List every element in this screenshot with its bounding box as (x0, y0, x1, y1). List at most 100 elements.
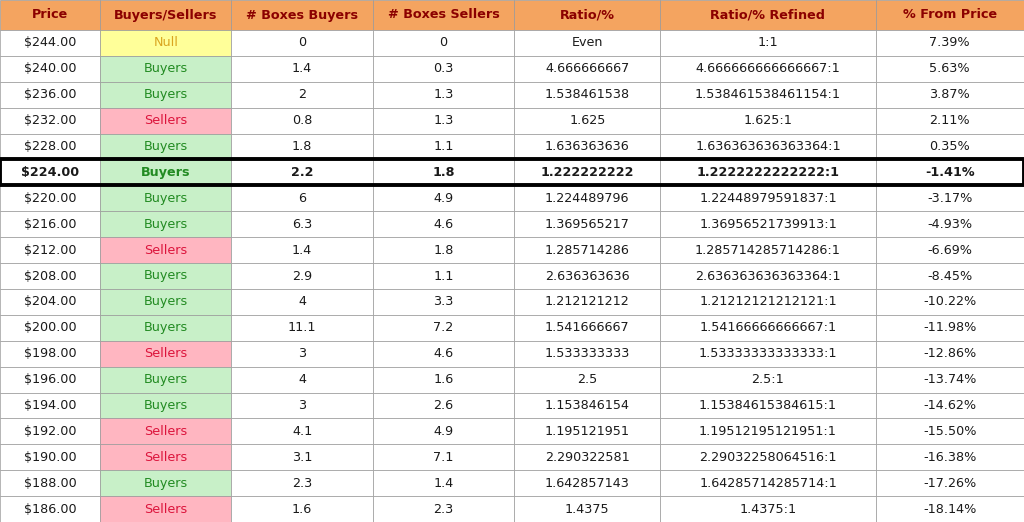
Bar (373, 393, 514, 419)
Bar (100, 315, 231, 341)
Bar (373, 211, 514, 237)
Bar (660, 419, 876, 444)
Text: 3.3: 3.3 (433, 295, 454, 309)
Bar (373, 496, 514, 522)
Text: 2.636363636363364:1: 2.636363636363364:1 (695, 269, 841, 282)
Bar (0, 393, 100, 419)
Bar (373, 419, 514, 444)
Text: $204.00: $204.00 (24, 295, 77, 309)
Text: 1.224489796: 1.224489796 (545, 192, 630, 205)
Text: 11.1: 11.1 (288, 321, 316, 334)
Text: Even: Even (571, 37, 603, 50)
Bar (876, 82, 1024, 108)
Bar (660, 185, 876, 211)
Text: 1.541666667: 1.541666667 (545, 321, 630, 334)
Bar (514, 444, 660, 470)
Text: -3.17%: -3.17% (927, 192, 973, 205)
Bar (514, 160, 660, 185)
Text: 4.666666667: 4.666666667 (545, 62, 630, 75)
Text: 3.87%: 3.87% (930, 88, 970, 101)
Text: Sellers: Sellers (144, 244, 187, 257)
Bar (0, 0, 100, 30)
Bar (660, 341, 876, 366)
Text: 1.19512195121951:1: 1.19512195121951:1 (699, 425, 837, 438)
Bar (231, 134, 373, 160)
Bar (876, 444, 1024, 470)
Bar (514, 470, 660, 496)
Text: 4.6: 4.6 (433, 347, 454, 360)
Text: 5.63%: 5.63% (930, 62, 970, 75)
Bar (373, 185, 514, 211)
Text: 3: 3 (298, 399, 306, 412)
Bar (100, 237, 231, 263)
Text: 1.222222222: 1.222222222 (541, 166, 634, 179)
Bar (0, 315, 100, 341)
Bar (660, 444, 876, 470)
Text: Sellers: Sellers (144, 503, 187, 516)
Text: 1.2222222222222:1: 1.2222222222222:1 (696, 166, 840, 179)
Text: 4.1: 4.1 (292, 425, 312, 438)
Text: 7.1: 7.1 (433, 451, 454, 464)
Bar (0, 496, 100, 522)
Text: 1.8: 1.8 (432, 166, 455, 179)
Bar (373, 82, 514, 108)
Bar (231, 237, 373, 263)
Bar (514, 263, 660, 289)
Bar (231, 82, 373, 108)
Bar (660, 134, 876, 160)
Bar (0, 444, 100, 470)
Text: 2.5:1: 2.5:1 (752, 373, 784, 386)
Text: 2.9: 2.9 (292, 269, 312, 282)
Bar (876, 419, 1024, 444)
Text: -15.50%: -15.50% (923, 425, 977, 438)
Text: 1.212121212: 1.212121212 (545, 295, 630, 309)
Text: 1.21212121212121:1: 1.21212121212121:1 (699, 295, 837, 309)
Bar (660, 315, 876, 341)
Text: 7.39%: 7.39% (930, 37, 970, 50)
Text: 2.6: 2.6 (433, 399, 454, 412)
Text: -13.74%: -13.74% (923, 373, 977, 386)
Text: Sellers: Sellers (144, 347, 187, 360)
Bar (876, 470, 1024, 496)
Bar (876, 496, 1024, 522)
Text: 1.54166666666667:1: 1.54166666666667:1 (699, 321, 837, 334)
Text: -17.26%: -17.26% (923, 477, 977, 490)
Bar (876, 211, 1024, 237)
Bar (660, 108, 876, 134)
Bar (373, 30, 514, 56)
Text: $196.00: $196.00 (24, 373, 77, 386)
Bar (373, 56, 514, 82)
Bar (100, 496, 231, 522)
Text: $208.00: $208.00 (24, 269, 77, 282)
Bar (660, 366, 876, 393)
Text: $228.00: $228.00 (24, 140, 77, 153)
Bar (231, 160, 373, 185)
Bar (514, 341, 660, 366)
Bar (100, 185, 231, 211)
Bar (231, 56, 373, 82)
Text: 1.153846154: 1.153846154 (545, 399, 630, 412)
Bar (231, 211, 373, 237)
Bar (0, 419, 100, 444)
Text: 4.9: 4.9 (433, 425, 454, 438)
Bar (373, 341, 514, 366)
Text: 1.636363636363364:1: 1.636363636363364:1 (695, 140, 841, 153)
Bar (660, 56, 876, 82)
Text: 0: 0 (298, 37, 306, 50)
Text: $244.00: $244.00 (24, 37, 77, 50)
Bar (660, 393, 876, 419)
Bar (100, 0, 231, 30)
Bar (514, 496, 660, 522)
Bar (660, 211, 876, 237)
Text: Ratio/% Refined: Ratio/% Refined (711, 8, 825, 21)
Text: 1.4375: 1.4375 (565, 503, 609, 516)
Bar (876, 56, 1024, 82)
Bar (876, 315, 1024, 341)
Bar (100, 56, 231, 82)
Text: -16.38%: -16.38% (923, 451, 977, 464)
Text: 1.22448979591837:1: 1.22448979591837:1 (699, 192, 837, 205)
Text: 1.4: 1.4 (292, 62, 312, 75)
Bar (100, 419, 231, 444)
Text: $216.00: $216.00 (24, 218, 77, 231)
Text: # Boxes Buyers: # Boxes Buyers (246, 8, 358, 21)
